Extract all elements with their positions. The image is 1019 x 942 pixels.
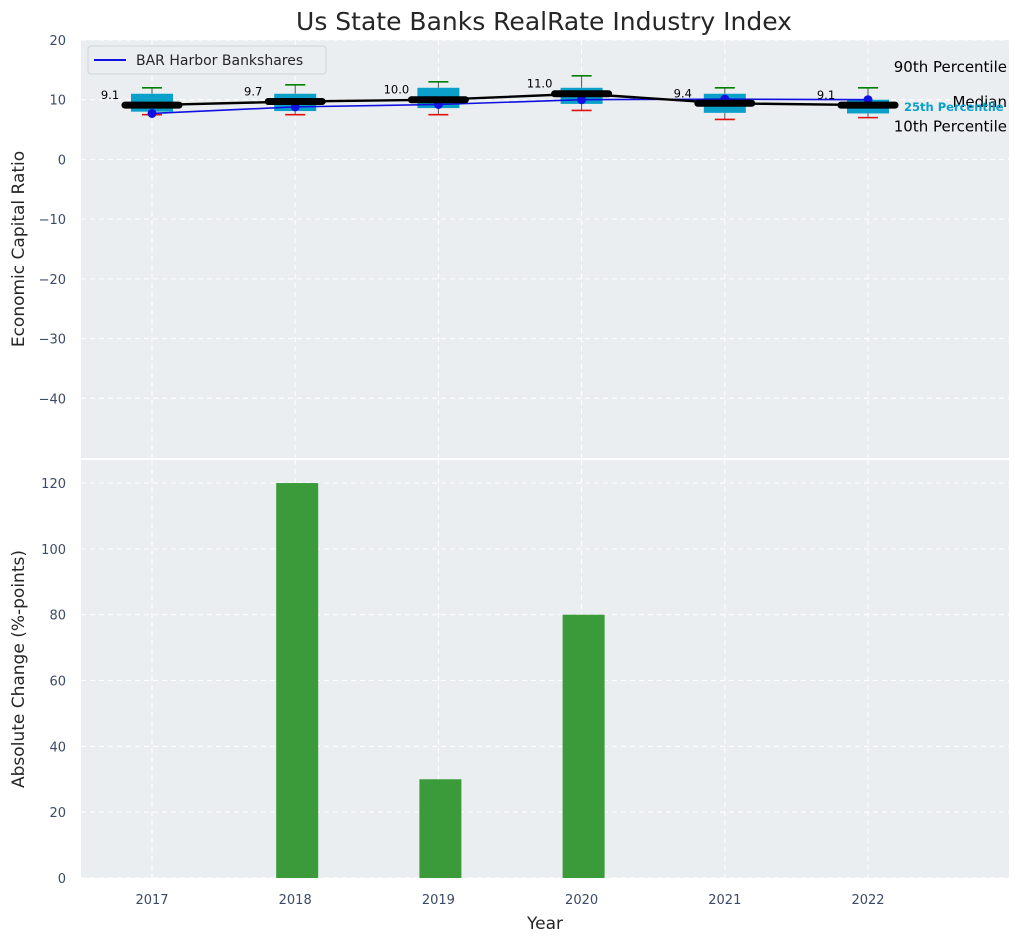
x-axis-label: Year [526, 914, 563, 934]
top-y-tick-label: −10 [39, 213, 66, 228]
bottom-y-tick-label: 80 [49, 609, 66, 624]
bottom-y-tick-label: 120 [41, 477, 66, 492]
median-annotation: Median [952, 93, 1007, 111]
top-panel: 20 10 0 −10 −20 −30 −40 9.1 9.7 10.0 11.0 9.4 9.1 9… [9, 34, 1009, 458]
legend-label: BAR Harbor Bankshares [136, 53, 303, 69]
median-value-label: 9.1 [817, 88, 835, 102]
median-value-label: 9.7 [244, 85, 262, 99]
x-ticks: 2017 2018 2019 2020 2021 2022 [135, 893, 884, 908]
x-tick-label: 2019 [422, 893, 455, 908]
median-value-label: 9.1 [101, 88, 119, 102]
median-value-label: 9.4 [674, 86, 692, 100]
x-tick-label: 2022 [851, 893, 884, 908]
bottom-plot-background [81, 460, 1009, 878]
bottom-y-tick-label: 60 [49, 675, 66, 690]
bottom-panel: 0 20 40 60 80 100 120 2017 2018 2019 2020 2021 2022… [9, 460, 1009, 934]
bottom-y-tick-label: 40 [49, 740, 66, 755]
bottom-bars [276, 483, 605, 878]
top-y-axis-label: Economic Capital Ratio [9, 151, 29, 347]
median-value-label: 10.0 [384, 83, 410, 97]
bottom-y-ticks: 0 20 40 60 80 100 120 [41, 477, 66, 887]
top-y-tick-label: −20 [39, 273, 66, 288]
legend-frame [87, 45, 327, 75]
change-bar [276, 483, 319, 878]
bottom-y-tick-label: 20 [49, 806, 66, 821]
top-y-tick-label: 0 [58, 153, 66, 168]
bottom-y-axis-label: Absolute Change (%-points) [9, 550, 29, 788]
change-bar [562, 614, 605, 878]
median-value-label: 11.0 [527, 77, 553, 91]
change-bar [419, 779, 462, 878]
x-tick-label: 2018 [279, 893, 312, 908]
company-point [577, 95, 587, 105]
top-gridlines [81, 39, 1009, 458]
bottom-y-tick-label: 100 [41, 543, 66, 558]
top-y-tick-label: 10 [49, 94, 66, 109]
p10-annotation: 10th Percentile [894, 118, 1007, 136]
company-point [147, 108, 157, 118]
bottom-y-tick-label: 0 [58, 872, 66, 887]
top-box-plots: 9.1 9.7 10.0 11.0 9.4 9.1 [101, 75, 899, 121]
top-y-ticks: 20 10 0 −10 −20 −30 −40 [39, 34, 66, 407]
top-y-tick-label: −40 [39, 392, 66, 407]
x-tick-label: 2020 [565, 893, 598, 908]
p90-annotation: 90th Percentile [894, 58, 1007, 76]
top-y-tick-label: 20 [49, 34, 66, 49]
top-y-tick-label: −30 [39, 333, 66, 348]
x-tick-label: 2017 [135, 893, 168, 908]
chart-title: Us State Banks RealRate Industry Index [296, 7, 792, 36]
p25-annotation: 25th Percentile [904, 100, 1004, 114]
company-series-line [151, 98, 869, 115]
x-tick-label: 2021 [708, 893, 741, 908]
legend: BAR Harbor Bankshares [87, 45, 327, 75]
